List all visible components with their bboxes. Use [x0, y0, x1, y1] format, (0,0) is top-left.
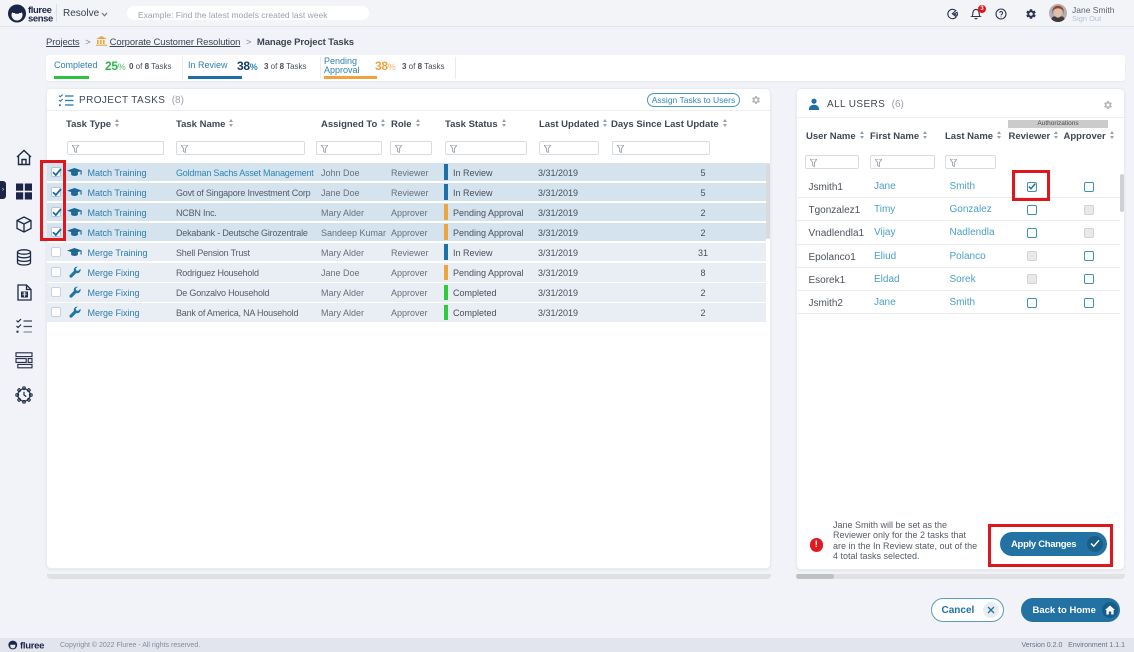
svg-text:sense: sense [28, 14, 53, 25]
svg-text:fluree: fluree [20, 641, 44, 651]
svg-text:fluree: fluree [28, 5, 52, 16]
